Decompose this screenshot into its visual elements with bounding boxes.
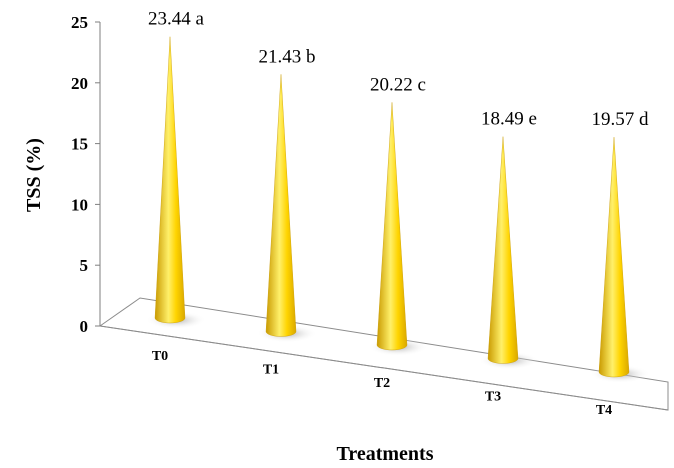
data-labels: 23.44 a 21.43 b 20.22 c 18.49 e 19.57 d: [148, 9, 649, 130]
x-tick-label: T0: [152, 349, 168, 364]
cone-T0: [146, 36, 206, 329]
cone-T4: [590, 137, 650, 383]
y-tick-label: 0: [80, 317, 89, 336]
y-axis-title: TSS (%): [23, 138, 45, 212]
data-label: 18.49 e: [481, 109, 537, 130]
data-label: 20.22 c: [370, 74, 426, 95]
y-tick-label: 10: [71, 195, 88, 214]
x-axis-title: Treatments: [336, 443, 433, 465]
data-label: 23.44 a: [148, 9, 205, 30]
cone-series: [146, 36, 650, 383]
data-label: 21.43 b: [259, 46, 316, 67]
y-tick-label: 20: [71, 74, 88, 93]
y-tick-label: 15: [71, 135, 88, 154]
y-tick-label: 25: [71, 13, 88, 32]
y-axis-ticks: 0 5 10 15 20 25: [71, 13, 100, 336]
x-tick-label: T4: [596, 403, 612, 418]
y-tick-label: 5: [80, 256, 89, 275]
cone-T2: [368, 102, 428, 356]
cone-T1: [257, 74, 317, 343]
x-tick-label: T1: [263, 363, 279, 378]
x-tick-label: T2: [374, 376, 390, 391]
cone-bar: [265, 74, 297, 337]
cone-T3: [479, 136, 539, 370]
x-tick-label: T3: [485, 390, 501, 405]
cone-bar: [598, 137, 630, 378]
cone-bar: [487, 136, 519, 364]
data-label: 19.57 d: [592, 109, 650, 130]
floor-front-edge: [99, 325, 669, 411]
category-labels: T0 T1 T2 T3 T4: [152, 349, 612, 418]
cone-bar: [376, 102, 408, 351]
cone-bar: [154, 36, 186, 324]
